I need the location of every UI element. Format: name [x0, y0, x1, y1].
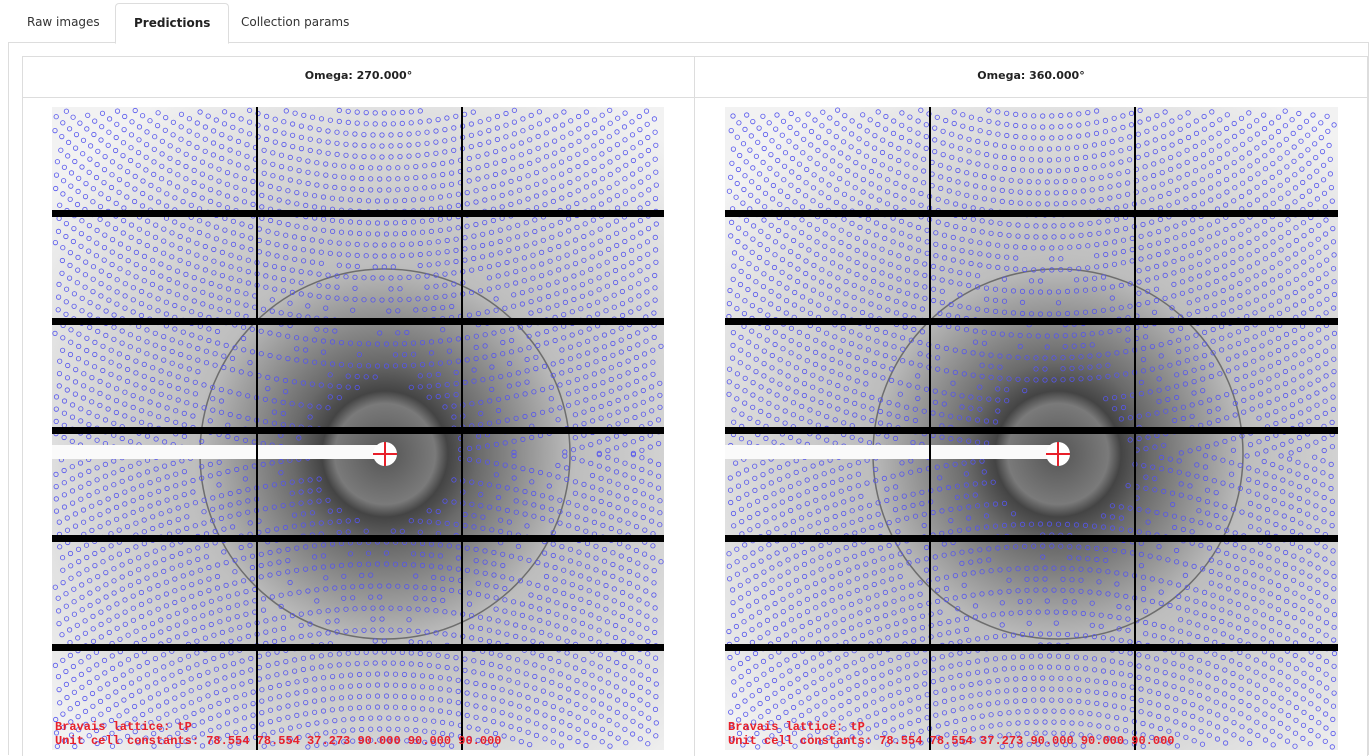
module-gap	[52, 644, 664, 651]
module-gap	[52, 210, 664, 217]
module-gap	[52, 427, 664, 434]
divider	[694, 57, 695, 756]
module-gap	[52, 318, 664, 325]
tab-active[interactable]: Predictions	[115, 3, 229, 44]
tab[interactable]: Raw images	[9, 3, 118, 42]
diffraction-image: Bravais lattice: tPUnit cell constants: …	[725, 107, 1338, 750]
module-gap	[52, 535, 664, 542]
panel-header: Omega: 270.000°	[23, 57, 694, 98]
panel-header: Omega: 360.000°	[695, 57, 1367, 98]
tab-bar: Raw images Predictions Collection params	[8, 0, 1369, 43]
tab[interactable]: Collection params	[223, 3, 367, 42]
overlay-text: Unit cell constants: 78.554 78.554 37.27…	[55, 734, 501, 748]
overlay-text: Bravais lattice: tP	[55, 720, 192, 734]
page: Raw images Predictions Collection params…	[0, 0, 1369, 755]
diffraction-image: Bravais lattice: tPUnit cell constants: …	[52, 107, 664, 750]
beam-stop	[52, 445, 385, 459]
